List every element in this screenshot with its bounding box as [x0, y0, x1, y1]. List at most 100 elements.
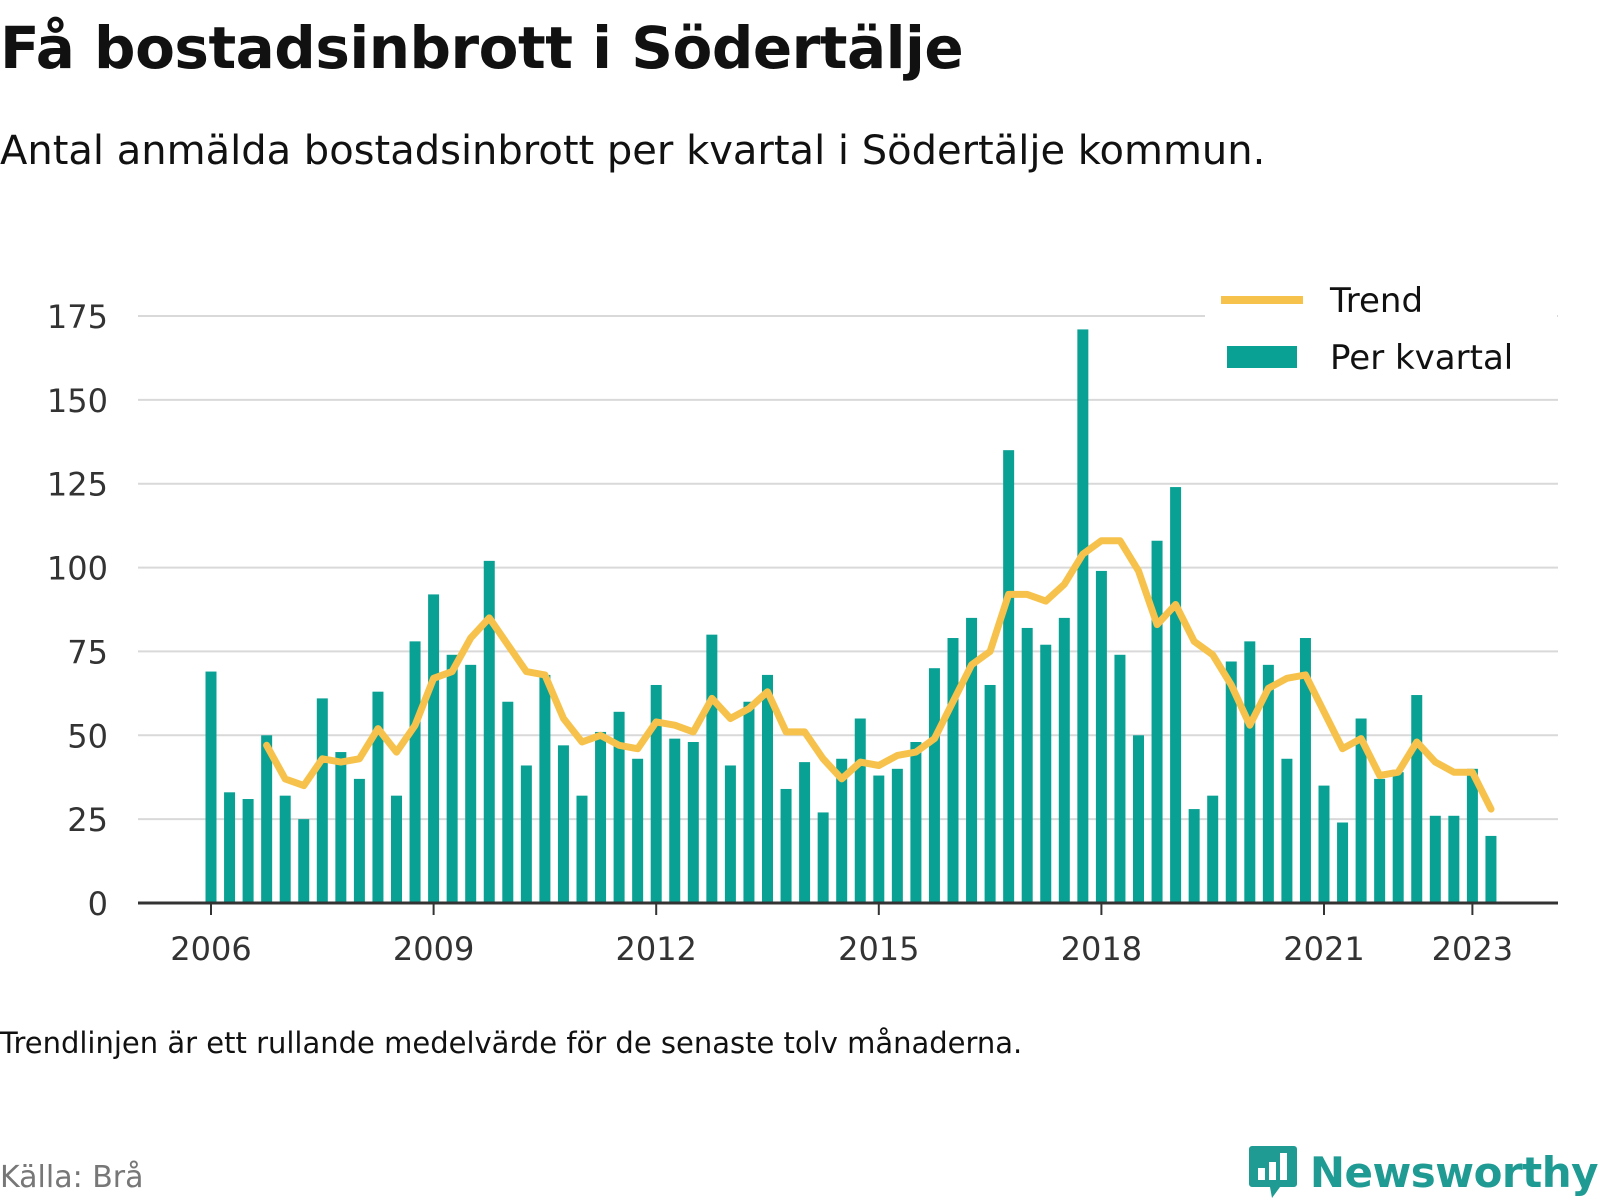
bar [1448, 815, 1460, 903]
bar [817, 812, 829, 903]
bar [1040, 644, 1052, 903]
x-tick-label: 2018 [1061, 930, 1142, 968]
bar [1170, 487, 1182, 903]
legend-label-per-kvartal: Per kvartal [1330, 338, 1513, 378]
x-axis: 2006 2009 2012 2015 2018 2021 2023 [138, 901, 1558, 968]
bar [780, 788, 792, 903]
bar [391, 795, 402, 903]
bar [836, 758, 848, 903]
bar [1058, 617, 1070, 903]
bar [1114, 654, 1126, 903]
bar [595, 731, 607, 903]
bar [1466, 768, 1478, 903]
x-tick-label: 2023 [1432, 930, 1513, 968]
bar [1151, 540, 1163, 903]
brand-logo: Newsworthy [1248, 1144, 1599, 1200]
x-tick-label: 2015 [838, 930, 919, 968]
bar [1374, 778, 1386, 903]
bar [483, 560, 495, 903]
source-label: Källa: Brå [0, 1160, 144, 1195]
bar [966, 617, 978, 903]
bar [1411, 695, 1423, 903]
bar [928, 668, 940, 903]
chart-subtitle: Antal anmälda bostadsinbrott per kvartal… [0, 128, 1266, 174]
bar [1318, 785, 1330, 903]
bar [1392, 772, 1404, 903]
bar [743, 701, 755, 903]
bar [1299, 638, 1311, 903]
bar [1003, 450, 1015, 903]
legend-label-trend: Trend [1329, 281, 1423, 321]
bar [1355, 718, 1367, 903]
bars-per-kvartal [205, 329, 1497, 904]
x-tick-label: 2012 [615, 930, 696, 968]
bar [910, 741, 922, 903]
bar [706, 634, 718, 903]
bar [335, 752, 347, 903]
bar [1485, 835, 1497, 903]
bar [1225, 661, 1237, 903]
trend-line-group [263, 537, 1495, 813]
bar [465, 664, 477, 903]
trend-line [263, 537, 1495, 813]
y-tick-label: 25 [67, 801, 108, 839]
bar [1133, 735, 1144, 903]
newsworthy-logo-icon [1248, 1146, 1297, 1198]
bar [576, 795, 588, 903]
bar [1262, 664, 1274, 903]
bar [724, 765, 736, 903]
brand-name: Newsworthy [1309, 1147, 1599, 1197]
bar [854, 718, 866, 903]
bar [1095, 570, 1107, 903]
chart-title: Få bostadsinbrott i Södertälje [0, 14, 964, 82]
bar [520, 765, 532, 903]
bar [298, 819, 310, 903]
bar [1188, 809, 1200, 903]
bar [669, 738, 681, 903]
bar [242, 799, 254, 903]
bar [1337, 822, 1349, 903]
bar [687, 741, 699, 903]
bar [762, 674, 773, 903]
bar [316, 698, 328, 903]
bar [613, 711, 625, 903]
bar [205, 671, 217, 903]
bar [1077, 329, 1089, 904]
x-tick-label: 2021 [1283, 930, 1364, 968]
bar [1207, 795, 1219, 903]
legend-bar-swatch [1227, 346, 1297, 368]
bar [1429, 815, 1441, 903]
bar [409, 641, 421, 903]
bar [428, 594, 440, 903]
bar [557, 745, 569, 903]
y-tick-label: 50 [67, 717, 108, 755]
bar [984, 684, 996, 903]
y-axis-tick-labels: 0 25 50 75 100 125 150 175 [47, 298, 108, 923]
bar [650, 684, 662, 903]
bar [1021, 627, 1033, 903]
chart-note: Trendlinjen är ett rullande medelvärde f… [0, 1026, 1023, 1060]
bar [947, 638, 959, 903]
bar [446, 654, 458, 903]
y-tick-label: 175 [47, 298, 108, 336]
y-tick-label: 0 [88, 885, 108, 923]
bar [502, 701, 514, 903]
legend: Trend Per kvartal [1205, 277, 1557, 381]
bar [799, 762, 811, 903]
bar [539, 674, 551, 903]
y-tick-label: 150 [47, 382, 108, 420]
bar [372, 691, 384, 903]
bar [353, 778, 365, 903]
bar [891, 768, 903, 903]
bar [224, 792, 236, 903]
y-tick-label: 125 [47, 466, 108, 504]
y-tick-label: 75 [67, 633, 108, 671]
bar [1244, 641, 1256, 903]
bar [279, 795, 291, 903]
x-tick-label: 2009 [393, 930, 474, 968]
x-tick-label: 2006 [170, 930, 251, 968]
bar [1281, 758, 1293, 903]
bar [632, 758, 644, 903]
bar [261, 735, 273, 903]
